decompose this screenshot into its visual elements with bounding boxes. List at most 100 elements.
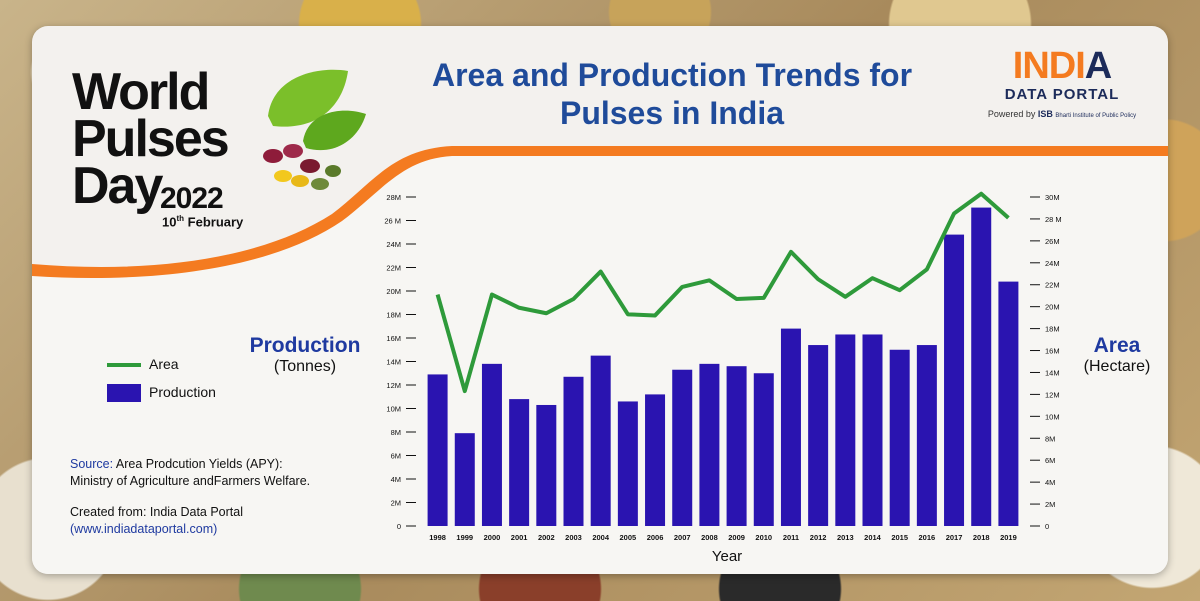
legend-area-swatch (107, 363, 141, 368)
source-note: Source: Area Prodcution Yields (APY): Mi… (70, 456, 310, 538)
production-bar (481, 363, 502, 526)
production-bar (862, 334, 883, 526)
source-text-1: Area Prodcution Yields (APY): (115, 457, 283, 471)
brand-name: INDIA (987, 46, 1137, 86)
left-tick-label: 28M (386, 193, 401, 202)
right-tick-label: 6M (1045, 456, 1055, 465)
right-tick-label: 8M (1045, 434, 1055, 443)
date-month: February (187, 214, 244, 230)
x-axis-title: Year (712, 548, 742, 565)
left-axis: 0 2M 4M 6M 8M 10M 12M 14M 16M 18M 20M 22M 24M 26 M 28M (384, 193, 416, 531)
x-tick-label: 2019 (1000, 533, 1017, 542)
x-tick-label: 2005 (620, 533, 637, 542)
legend-production-swatch (107, 384, 141, 403)
left-tick-label: 26 M (384, 217, 401, 226)
right-tick-label: 10M (1045, 412, 1060, 421)
production-bar (916, 345, 937, 526)
left-tick-label: 6M (391, 452, 401, 461)
isb-logo: ISB (1037, 109, 1053, 119)
powered-by: Powered by ISB Bharti Institute of Publi… (987, 109, 1137, 119)
right-tick-label: 26M (1045, 237, 1060, 246)
production-bar (590, 355, 611, 526)
left-tick-label: 0 (397, 522, 401, 531)
production-bar (889, 349, 910, 526)
brand-name-part1: INDI (1012, 45, 1086, 87)
area-line (435, 191, 1010, 394)
left-tick-label: 18M (386, 311, 401, 320)
created-from: Created from: India Data Portal (70, 505, 243, 519)
world-pulses-day-logo: World Pulses Day (72, 63, 230, 215)
x-tick-label: 2014 (864, 533, 882, 542)
production-bar (617, 401, 638, 526)
left-tick-label: 22M (386, 264, 401, 273)
legend-area: Area (107, 356, 179, 372)
left-tick-label: 2M (391, 499, 401, 508)
x-tick-label: 2007 (674, 533, 691, 542)
right-tick-label: 14M (1045, 368, 1060, 377)
x-tick-label: 2000 (484, 533, 501, 542)
left-tick-label: 10M (386, 405, 401, 414)
right-tick-label: 16M (1045, 347, 1060, 356)
pulses-emblem-icon (263, 69, 366, 190)
left-axis-unit: (Tonnes) (273, 358, 337, 375)
production-bar (536, 404, 557, 526)
legend-area-label: Area (149, 356, 179, 372)
right-tick-label: 30M (1045, 193, 1060, 202)
x-tick-label: 2001 (511, 533, 528, 542)
right-axis: 0 2M 4M 6M 8M 10M 12M 14M 16M 18M 20M 22M 24M 26M 28 M… (1030, 193, 1062, 531)
logo-line-3: Day (72, 157, 163, 215)
left-axis-label: Production (Tonnes) (245, 334, 365, 376)
right-tick-label: 22M (1045, 281, 1060, 290)
source-line-1: Source: Area Prodcution Yields (APY): (70, 456, 310, 473)
isb-subtitle: Bharti Institute of Public Policy (1055, 113, 1137, 119)
right-tick-label: 28 M (1045, 215, 1062, 224)
production-bar (944, 234, 965, 526)
left-tick-label: 14M (386, 358, 401, 367)
right-tick-label: 2M (1045, 500, 1055, 509)
brand-subtitle: DATA PORTAL (1004, 86, 1120, 103)
x-tick-label: 2012 (810, 533, 827, 542)
powered-by-label: Powered by (987, 109, 1036, 119)
date-day: 10 (162, 214, 177, 230)
right-tick-label: 24M (1045, 259, 1060, 268)
right-axis-title: Area (1093, 334, 1141, 357)
logo-line-2: Pulses (72, 110, 230, 168)
production-bar (509, 399, 530, 526)
production-bar (563, 376, 584, 526)
production-bar (726, 366, 747, 526)
x-tick-label: 1998 (429, 533, 446, 542)
x-tick-label: 2011 (783, 533, 799, 542)
left-tick-label: 24M (386, 240, 401, 249)
production-bar (998, 281, 1019, 526)
production-bar (699, 363, 720, 526)
left-tick-label: 16M (386, 334, 401, 343)
legend-production: Production (107, 384, 216, 403)
right-tick-label: 4M (1045, 478, 1055, 487)
area-line-path (435, 191, 1010, 394)
production-bar (645, 394, 666, 526)
logo-year: 2022 (160, 182, 224, 215)
logo-line-1: World (72, 63, 210, 121)
left-tick-label: 4M (391, 475, 401, 484)
brand-name-part2: A (1084, 45, 1112, 87)
x-tick-label: 2009 (728, 533, 745, 542)
production-bar (780, 328, 801, 526)
left-tick-label: 20M (386, 287, 401, 296)
x-tick-label: 2008 (701, 533, 718, 542)
left-axis-title: Production (249, 334, 361, 357)
right-tick-label: 20M (1045, 303, 1060, 312)
right-tick-label: 0 (1045, 522, 1049, 531)
left-tick-label: 8M (391, 428, 401, 437)
x-tick-label: 2002 (538, 533, 555, 542)
production-bars (427, 207, 1019, 526)
x-tick-label: 2016 (919, 533, 936, 542)
x-tick-label: 2013 (837, 533, 854, 542)
production-bar (971, 207, 992, 526)
legend-production-label: Production (149, 384, 216, 400)
production-bar (753, 373, 774, 526)
date-sup: th (176, 214, 185, 223)
created-url: (www.indiadataportal.com) (70, 522, 218, 536)
right-tick-label: 18M (1045, 325, 1060, 334)
x-tick-label: 1999 (456, 533, 473, 542)
